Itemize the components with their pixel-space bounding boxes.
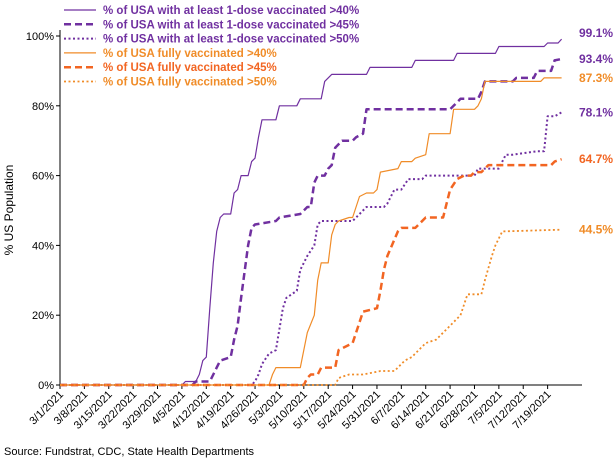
y-tick-label: 20% <box>32 310 54 322</box>
series-line-2 <box>60 57 562 387</box>
chart-legend: % of USA with at least 1-dose vaccinated… <box>64 5 359 89</box>
series-end-label-6: 44.5% <box>579 223 613 237</box>
legend-label-5: % of USA fully vaccinated >45% <box>103 62 277 74</box>
legend-label-4: % of USA fully vaccinated >40% <box>103 48 277 60</box>
chart-series-lines <box>60 38 563 387</box>
chart-tick-labels: 0%20%40%60%80%100%3/1/20213/8/20213/15/2… <box>26 31 554 432</box>
series-line-1 <box>60 38 563 386</box>
series-line-3 <box>60 111 563 386</box>
series-line-6 <box>60 228 562 386</box>
chart-end-labels: 99.1% 93.4% 78.1% 87.3% 64.7% 44.5% <box>579 26 613 237</box>
y-tick-label: 60% <box>32 171 54 183</box>
series-line-5 <box>60 158 563 387</box>
legend-label-1: % of USA with at least 1-dose vaccinated… <box>103 5 359 17</box>
legend-label-6: % of USA fully vaccinated >50% <box>103 77 277 89</box>
y-axis-label: % US Population <box>2 165 16 256</box>
series-end-label-1: 99.1% <box>579 26 613 40</box>
series-end-label-3: 78.1% <box>579 105 613 119</box>
y-tick-label: 0% <box>38 380 54 392</box>
y-tick-label: 40% <box>32 240 54 252</box>
legend-label-3: % of USA with at least 1-dose vaccinated… <box>103 34 359 46</box>
y-tick-label: 100% <box>26 31 54 43</box>
source-note: Source: Fundstrat, CDC, State Health Dep… <box>4 446 255 458</box>
series-end-label-2: 93.4% <box>579 52 613 66</box>
series-line-4 <box>60 77 562 386</box>
series-end-label-5: 64.7% <box>579 152 613 166</box>
y-tick-label: 80% <box>32 101 54 113</box>
legend-label-2: % of USA with at least 1-dose vaccinated… <box>103 19 359 31</box>
series-end-label-4: 87.3% <box>579 71 613 85</box>
